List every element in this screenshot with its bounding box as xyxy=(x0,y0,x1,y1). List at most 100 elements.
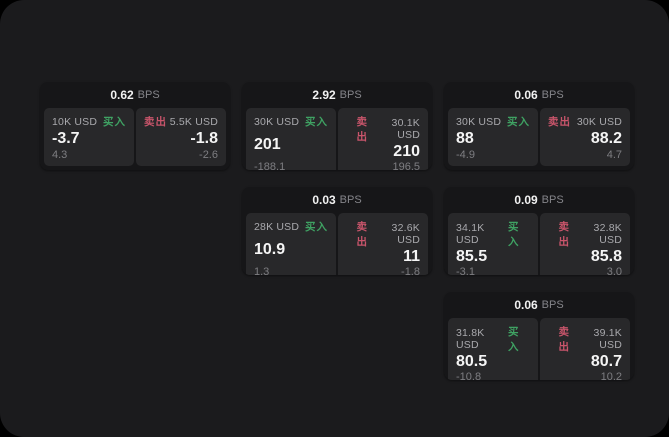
buy-quote-tile[interactable]: 10K USD 买入 -3.7 4.3 xyxy=(44,108,134,166)
buy-label-row: 10K USD 买入 xyxy=(52,114,126,129)
sell-delta-value: 4.7 xyxy=(606,148,622,161)
sell-size-label: 39.1K USD xyxy=(593,327,622,351)
buy-label-row: 30K USD 买入 xyxy=(254,114,328,129)
buy-quote-tile[interactable]: 28K USD 买入 10.9 1.3 xyxy=(246,213,336,275)
buy-tag: 买入 xyxy=(507,116,530,128)
quote-card-body: 34.1K USD 买入 85.5 -3.1 卖出 32.8K USD 85.8… xyxy=(444,213,634,275)
bps-unit-label: BPS xyxy=(541,299,564,311)
quote-card-header: 0.09 BPS xyxy=(444,187,634,213)
sell-tag: 卖出 xyxy=(356,221,369,248)
sell-quote-tile[interactable]: 卖出 30.1K USD 210 196.5 xyxy=(338,108,428,170)
sell-price-value: 88.2 xyxy=(590,129,622,147)
sell-tag: 卖出 xyxy=(548,116,571,128)
sell-delta-value: -1.8 xyxy=(401,265,420,275)
quote-card-header: 0.06 BPS xyxy=(444,292,634,318)
quote-card-header: 0.03 BPS xyxy=(242,187,432,213)
sell-delta-value: 3.0 xyxy=(606,265,622,275)
buy-delta-value: 1.3 xyxy=(254,265,270,275)
buy-price-value: 88 xyxy=(456,129,474,147)
bps-unit-label: BPS xyxy=(137,89,160,101)
sell-size-label: 32.8K USD xyxy=(593,222,622,246)
sell-size-label: 5.5K USD xyxy=(169,115,218,128)
bps-value: 0.06 xyxy=(514,88,538,102)
sell-price-value: 11 xyxy=(403,248,420,265)
bps-unit-label: BPS xyxy=(339,194,362,206)
sell-quote-tile[interactable]: 卖出 30K USD 88.2 4.7 xyxy=(540,108,630,166)
quote-card-body: 30K USD 买入 88 -4.9 卖出 30K USD 88.2 4.7 xyxy=(444,108,634,170)
sell-price-value: 210 xyxy=(393,143,420,160)
sell-tag: 卖出 xyxy=(558,326,571,353)
buy-quote-tile[interactable]: 31.8K USD 买入 80.5 -10.8 xyxy=(448,318,538,380)
sell-tag: 卖出 xyxy=(144,116,167,128)
sell-delta-value: 10.2 xyxy=(600,370,622,380)
buy-size-label: 31.8K USD xyxy=(456,327,485,351)
quote-card-body: 30K USD 买入 201 -188.1 卖出 30.1K USD 210 1… xyxy=(242,108,432,170)
buy-quote-tile[interactable]: 34.1K USD 买入 85.5 -3.1 xyxy=(448,213,538,275)
buy-size-label: 30K USD xyxy=(456,115,502,128)
quote-card: 0.06 BPS 31.8K USD 买入 80.5 -10.8 卖出 39.1… xyxy=(444,292,634,380)
buy-price-value: -3.7 xyxy=(52,129,80,147)
bps-value: 2.92 xyxy=(312,88,336,102)
sell-label-row: 卖出 32.6K USD xyxy=(346,219,420,249)
buy-tag: 买入 xyxy=(507,326,520,353)
buy-label-row: 30K USD 买入 xyxy=(456,114,530,129)
sell-quote-tile[interactable]: 卖出 32.6K USD 11 -1.8 xyxy=(338,213,428,275)
buy-quote-tile[interactable]: 30K USD 买入 201 -188.1 xyxy=(246,108,336,170)
cards-grid: 0.62 BPS 10K USD 买入 -3.7 4.3 卖出 5.5K USD… xyxy=(40,82,634,380)
bps-value: 0.03 xyxy=(312,193,336,207)
quote-card-body: 10K USD 买入 -3.7 4.3 卖出 5.5K USD -1.8 -2.… xyxy=(40,108,230,170)
buy-label-row: 31.8K USD 买入 xyxy=(456,324,530,354)
bps-value: 0.06 xyxy=(514,298,538,312)
sell-tag: 卖出 xyxy=(356,116,369,143)
sell-label-row: 卖出 5.5K USD xyxy=(144,114,218,129)
buy-size-label: 34.1K USD xyxy=(456,222,485,246)
buy-size-label: 10K USD xyxy=(52,115,98,128)
buy-size-label: 30K USD xyxy=(254,115,300,128)
buy-delta-value: -188.1 xyxy=(254,160,286,170)
quote-card: 0.09 BPS 34.1K USD 买入 85.5 -3.1 卖出 32.8K… xyxy=(444,187,634,275)
sell-label-row: 卖出 32.8K USD xyxy=(548,219,622,249)
quote-card: 0.03 BPS 28K USD 买入 10.9 1.3 卖出 32.6K US… xyxy=(242,187,432,275)
sell-label-row: 卖出 30.1K USD xyxy=(346,114,420,144)
sell-quote-tile[interactable]: 卖出 32.8K USD 85.8 3.0 xyxy=(540,213,630,275)
quote-card: 0.62 BPS 10K USD 买入 -3.7 4.3 卖出 5.5K USD… xyxy=(40,82,230,170)
sell-size-label: 32.6K USD xyxy=(391,222,420,246)
buy-price-value: 80.5 xyxy=(456,353,488,370)
quote-card: 0.06 BPS 30K USD 买入 88 -4.9 卖出 30K USD 8… xyxy=(444,82,634,170)
buy-price-value: 201 xyxy=(254,135,281,153)
sell-size-label: 30K USD xyxy=(576,115,622,128)
buy-quote-tile[interactable]: 30K USD 买入 88 -4.9 xyxy=(448,108,538,166)
buy-tag: 买入 xyxy=(103,116,126,128)
bps-unit-label: BPS xyxy=(541,89,564,101)
buy-delta-value: -4.9 xyxy=(456,148,475,161)
bps-value: 0.62 xyxy=(110,88,134,102)
buy-label-row: 28K USD 买入 xyxy=(254,219,328,234)
quote-card-header: 2.92 BPS xyxy=(242,82,432,108)
sell-quote-tile[interactable]: 卖出 39.1K USD 80.7 10.2 xyxy=(540,318,630,380)
sell-price-value: -1.8 xyxy=(190,129,218,147)
buy-delta-value: -3.1 xyxy=(456,265,475,275)
buy-tag: 买入 xyxy=(305,221,328,233)
quote-card: 2.92 BPS 30K USD 买入 201 -188.1 卖出 30.1K … xyxy=(242,82,432,170)
buy-size-label: 28K USD xyxy=(254,220,300,233)
sell-delta-value: 196.5 xyxy=(392,160,420,170)
bps-unit-label: BPS xyxy=(541,194,564,206)
buy-tag: 买入 xyxy=(305,116,328,128)
quote-card-header: 0.62 BPS xyxy=(40,82,230,108)
quote-card-body: 28K USD 买入 10.9 1.3 卖出 32.6K USD 11 -1.8 xyxy=(242,213,432,275)
sell-price-value: 85.8 xyxy=(590,248,622,265)
sell-tag: 卖出 xyxy=(558,221,571,248)
buy-delta-value: 4.3 xyxy=(52,148,68,161)
buy-tag: 买入 xyxy=(507,221,520,248)
sell-label-row: 卖出 39.1K USD xyxy=(548,324,622,354)
buy-label-row: 34.1K USD 买入 xyxy=(456,219,530,249)
buy-delta-value: -10.8 xyxy=(456,370,482,380)
sell-size-label: 30.1K USD xyxy=(391,117,420,141)
quote-card-body: 31.8K USD 买入 80.5 -10.8 卖出 39.1K USD 80.… xyxy=(444,318,634,380)
sell-quote-tile[interactable]: 卖出 5.5K USD -1.8 -2.6 xyxy=(136,108,226,166)
buy-price-value: 85.5 xyxy=(456,248,488,265)
bps-value: 0.09 xyxy=(514,193,538,207)
sell-delta-value: -2.6 xyxy=(199,148,218,161)
sell-label-row: 卖出 30K USD xyxy=(548,114,622,129)
